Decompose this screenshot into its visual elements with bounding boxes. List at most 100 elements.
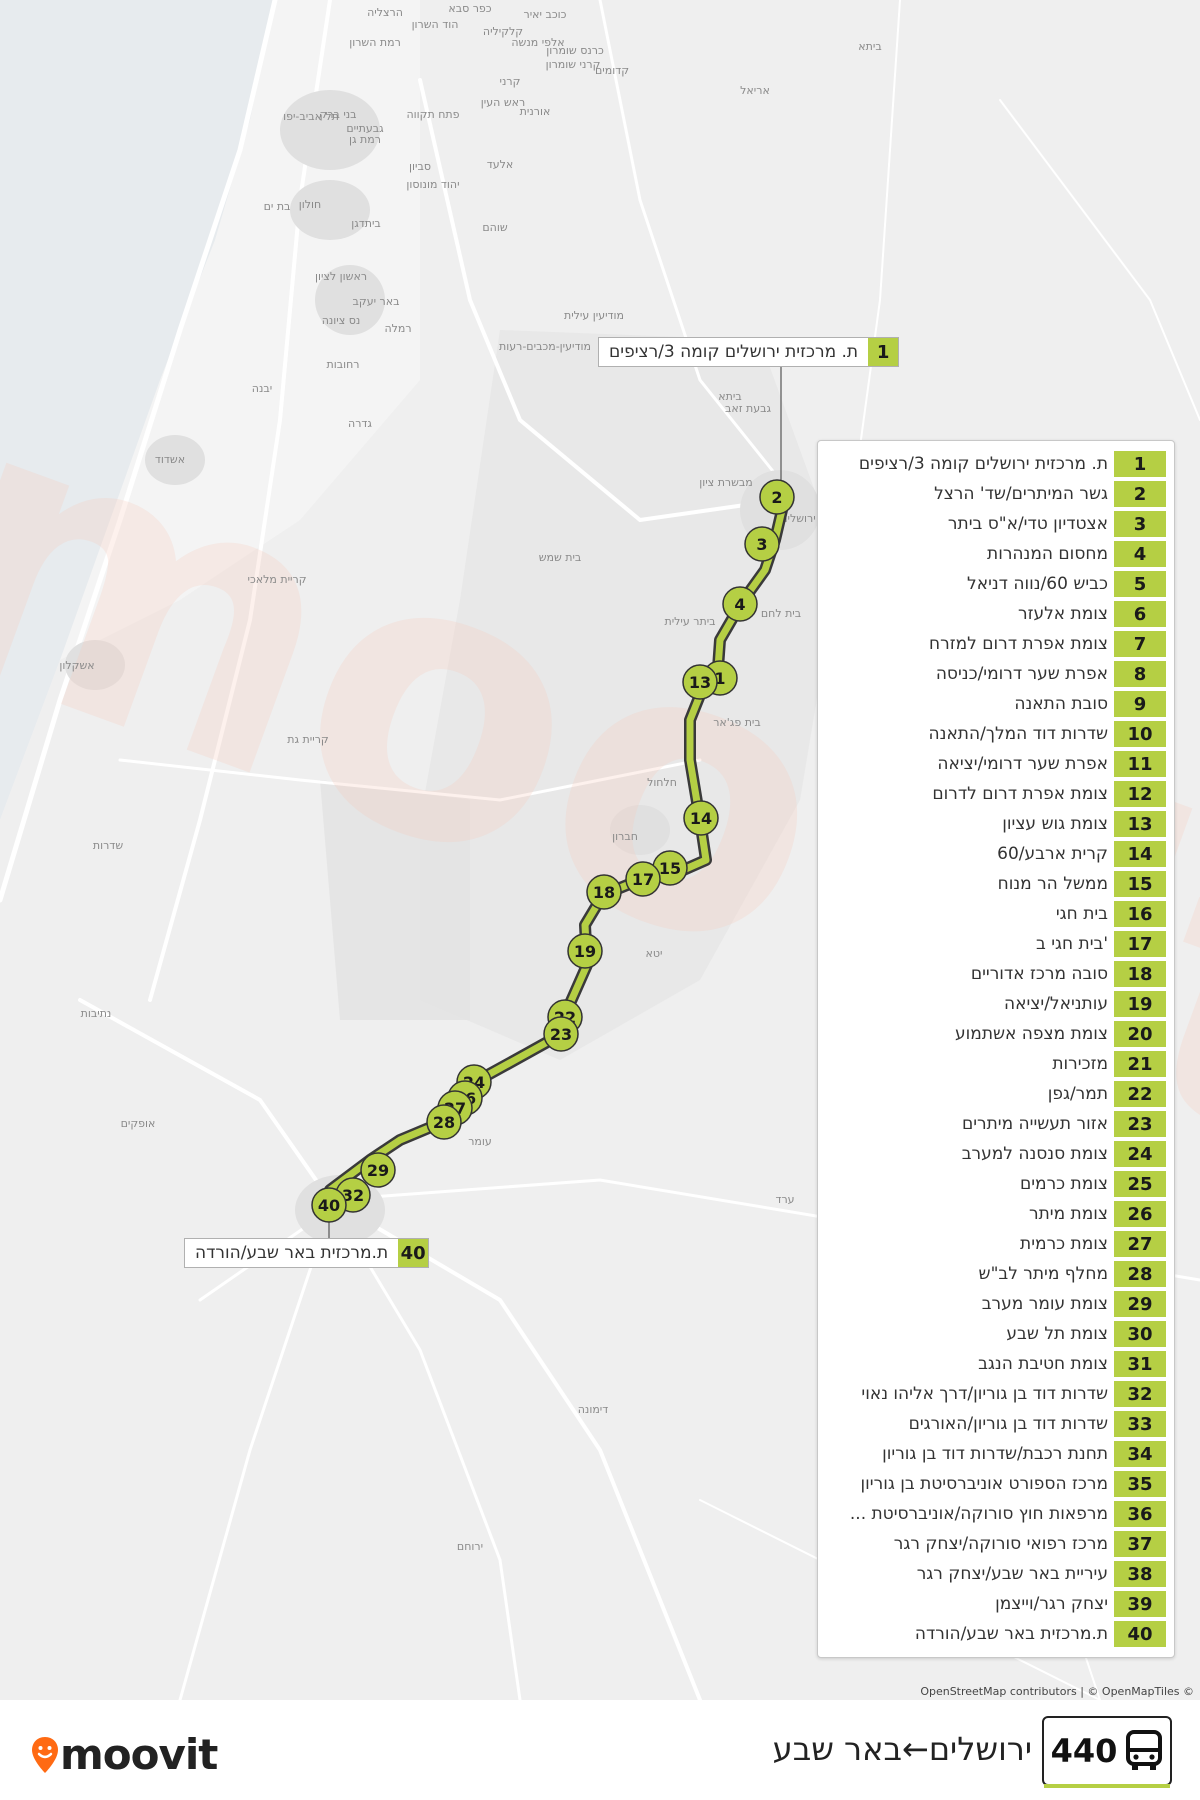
stop-marker-19[interactable]: 19 (567, 933, 603, 969)
stop-list-item[interactable]: 28 מחלף מיתר לב"ש (826, 1261, 1166, 1287)
start-stop-callout[interactable]: 1 ת. מרכזית ירושלים קומה 3/רציפים (598, 337, 900, 367)
route-stop-markers: 2341131415171819222324262728293240 (311, 479, 795, 1223)
stop-marker-2[interactable]: 2 (759, 479, 795, 515)
stop-name: שדרות דוד בן גוריון/האורגים (908, 1414, 1108, 1434)
stop-list-item[interactable]: 21 מזכירות (826, 1051, 1166, 1077)
stop-list-item[interactable]: 2 גשר המיתרים/שד' הרצל (826, 481, 1166, 507)
stop-list-item[interactable]: 32 שדרות דוד בן גוריון/דרך אליהו נאוי (826, 1381, 1166, 1407)
stop-number-badge: 10 (1114, 721, 1166, 747)
logo-text: moovit (60, 1730, 218, 1779)
stop-list-panel[interactable]: 1 ת. מרכזית ירושלים קומה 3/רציפים 2 גשר המי… (817, 440, 1175, 1658)
stop-list-item[interactable]: 1 ת. מרכזית ירושלים קומה 3/רציפים (826, 451, 1166, 477)
stop-name: מזכירות (1052, 1054, 1108, 1074)
stop-list-item[interactable]: 11 אפרת שער דרומי/יציאה (826, 751, 1166, 777)
stop-list-item[interactable]: 12 צומת אפרת דרום לדרום (826, 781, 1166, 807)
stop-list-item[interactable]: 10 שדרות דוד המלך/התאנה (826, 721, 1166, 747)
stop-marker-29[interactable]: 29 (360, 1152, 396, 1188)
stop-list-item[interactable]: 22 תמר/גפן (826, 1081, 1166, 1107)
stop-list-item[interactable]: 15 ממשל הר מנוח (826, 871, 1166, 897)
stop-list-item[interactable]: 25 צומת כרמים (826, 1171, 1166, 1197)
stop-list-item[interactable]: 3 אצטדיון טדי/א"ס ביתר (826, 511, 1166, 537)
place-label: אשדוד (155, 453, 185, 466)
place-label: מבשרת ציון (699, 476, 753, 489)
stop-list-item[interactable]: 9 סובת התאנה (826, 691, 1166, 717)
bus-icon (1126, 1730, 1163, 1770)
stop-name: עיריית באר שבע/יצחק רגר (916, 1564, 1108, 1584)
stop-list-item[interactable]: 35 מרכז הספורט אוניברסיטת בן גוריון (826, 1471, 1166, 1497)
stop-number-badge: 11 (1114, 751, 1166, 777)
place-label: כפר סבא (448, 2, 491, 15)
stop-marker-label: 15 (659, 859, 681, 878)
stop-name: אפרת שער דרומי/כניסה (935, 664, 1108, 684)
stop-number-badge: 4 (1114, 541, 1166, 567)
stop-list-item[interactable]: 13 צומת גוש עציון (826, 811, 1166, 837)
stop-marker-18[interactable]: 18 (586, 874, 622, 910)
stop-marker-3[interactable]: 3 (744, 526, 780, 562)
place-label: אשקלון (59, 659, 94, 672)
start-callout-number: 1 (868, 338, 899, 366)
place-label: הרצליה (367, 6, 403, 19)
stop-number-badge: 17 (1114, 931, 1166, 957)
stop-list-item[interactable]: 14 קרית ארבע/60 (826, 841, 1166, 867)
stop-marker-15[interactable]: 15 (652, 850, 688, 886)
stop-marker-label: 3 (756, 535, 767, 554)
stop-list-item[interactable]: 31 צומת חטיבת הנגב (826, 1351, 1166, 1377)
stop-marker-40[interactable]: 40 (311, 1187, 347, 1223)
stop-name: צומת גוש עציון (1002, 814, 1108, 834)
stop-name: צומת חטיבת הנגב (978, 1354, 1108, 1374)
stop-list-item[interactable]: 24 צומת סנסנה למערב (826, 1141, 1166, 1167)
stop-list-item[interactable]: 27 צומת כרמית (826, 1231, 1166, 1257)
place-label: יבנה (252, 382, 272, 395)
stop-list-item[interactable]: 26 צומת מיתר (826, 1201, 1166, 1227)
stop-list-item[interactable]: 20 צומת מצפה אשתמוע (826, 1021, 1166, 1047)
place-label: קרני שומרון (546, 58, 601, 71)
place-label: רמת גן (349, 133, 381, 146)
stop-list-item[interactable]: 36 מרפאות חוץ סורוקה/אוניברסיטת ... (826, 1501, 1166, 1527)
stop-list-item[interactable]: 4 מחסום המנהרות (826, 541, 1166, 567)
stop-marker-23[interactable]: 23 (543, 1016, 579, 1052)
place-label: גבעתיים (346, 122, 384, 135)
stop-marker-13[interactable]: 13 (682, 664, 718, 700)
place-label: ביתא (858, 40, 881, 53)
place-label: בית שמש (539, 551, 582, 564)
stop-list-item[interactable]: 37 מרכז רפואי סורוקה/יצחק רגר (826, 1531, 1166, 1557)
stop-marker-14[interactable]: 14 (683, 800, 719, 836)
stop-list-item[interactable]: 38 עיריית באר שבע/יצחק רגר (826, 1561, 1166, 1587)
stop-list-item[interactable]: 7 צומת אפרת דרום למזרח (826, 631, 1166, 657)
stop-number-badge: 37 (1114, 1531, 1166, 1557)
stop-marker-circle (625, 861, 661, 897)
stop-list-item[interactable]: 18 סובה מרכז אדוריים (826, 961, 1166, 987)
stop-marker-28[interactable]: 28 (426, 1104, 462, 1140)
stop-list-item[interactable]: 33 שדרות דוד בן גוריון/האורגים (826, 1411, 1166, 1437)
stop-name: קרית ארבע/60 (997, 844, 1108, 864)
stop-marker-label: 28 (433, 1113, 455, 1132)
stop-name: צומת מיתר (1029, 1204, 1108, 1224)
stop-list-item[interactable]: 5 כביש 60/נווה דניאל (826, 571, 1166, 597)
stop-marker-circle (744, 526, 780, 562)
stop-list-item[interactable]: 29 צומת עומר מערב (826, 1291, 1166, 1317)
stop-number-badge: 36 (1114, 1501, 1166, 1527)
stop-list-item[interactable]: 16 בית חגי (826, 901, 1166, 927)
stop-marker-label: 18 (593, 883, 615, 902)
stop-list-item[interactable]: 19 עותניאל/יציאה (826, 991, 1166, 1017)
place-label: דימונה (578, 1403, 609, 1416)
stop-number-badge: 29 (1114, 1291, 1166, 1317)
stop-marker-label: 13 (689, 673, 711, 692)
stop-marker-4[interactable]: 4 (722, 586, 758, 622)
stop-list-item[interactable]: 40 ת.מרכזית באר שבע/הורדה (826, 1621, 1166, 1647)
stop-marker-label: 32 (342, 1186, 364, 1205)
stop-list-item[interactable]: 6 צומת אלעזר (826, 601, 1166, 627)
stop-marker-17[interactable]: 17 (625, 861, 661, 897)
stop-list-item[interactable]: 34 תחנת רכבת/שדרות דוד בן גוריון (826, 1441, 1166, 1467)
stop-list-item[interactable]: 39 יצחק רגר/וייצמן (826, 1591, 1166, 1617)
stop-name: צומת אפרת דרום לדרום (932, 784, 1108, 804)
place-label: כרנס שומרון (546, 44, 604, 57)
place-label: ביתר עילית (664, 615, 715, 628)
stop-list-item[interactable]: 30 צומת תל שבע (826, 1321, 1166, 1347)
stop-list-item[interactable]: 23 אזור תעשייה מיתרים (826, 1111, 1166, 1137)
end-stop-callout[interactable]: 40 ת.מרכזית באר שבע/הורדה (184, 1238, 430, 1268)
stop-marker-circle (311, 1187, 347, 1223)
stop-list-item[interactable]: 8 אפרת שער דרומי/כניסה (826, 661, 1166, 687)
stop-list-item[interactable]: 17 'בית חגי ב (826, 931, 1166, 957)
stop-name: צומת כרמים (1019, 1174, 1108, 1194)
